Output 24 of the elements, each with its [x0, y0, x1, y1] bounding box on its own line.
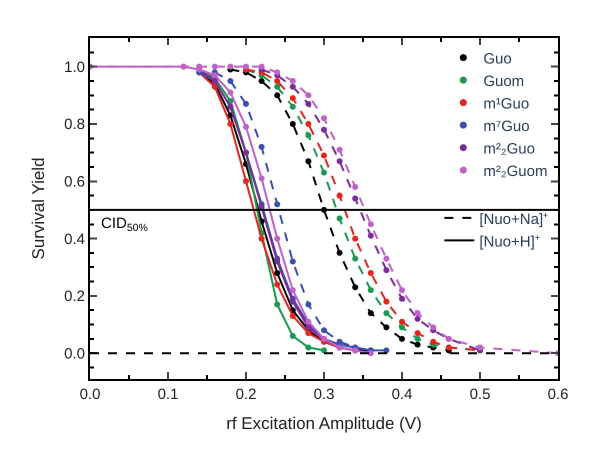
- y-tick-label: 0.8: [64, 116, 85, 134]
- y-axis-title: Survival Yield: [29, 157, 48, 260]
- legend-label: m²₂Guo: [483, 140, 535, 158]
- y-tick-label: 1.0: [64, 58, 85, 76]
- y-tick-label: 0.4: [64, 230, 85, 248]
- ref-line-label: CID$_{50%}$: [101, 215, 148, 234]
- legend-label: [Nuo+Na]⁺: [479, 210, 548, 228]
- x-tick-label: 0.0: [80, 386, 100, 403]
- legend-label: m²₂Guom: [483, 163, 548, 180]
- x-tick-label: 0.4: [392, 386, 412, 403]
- x-tick-label: 0.2: [236, 386, 256, 403]
- x-tick-label: 0.5: [470, 386, 490, 403]
- x-tick-label: 0.3: [314, 386, 334, 403]
- legend-label: Guo: [483, 50, 512, 68]
- y-tick-label: 0.2: [64, 288, 85, 306]
- legend-label: m¹Guo: [483, 96, 530, 113]
- legend-label: Guom: [483, 73, 524, 90]
- x-tick-label: 0.1: [158, 386, 178, 403]
- legend-label: m⁷Guo: [483, 118, 530, 136]
- legend-label: [Nuo+H]⁺: [479, 233, 540, 250]
- x-tick-label: 0.6: [548, 386, 568, 403]
- y-tick-label: 0.0: [64, 345, 85, 362]
- x-axis-title: rf Excitation Amplitude (V): [226, 414, 422, 433]
- y-tick-label: 0.6: [64, 174, 85, 191]
